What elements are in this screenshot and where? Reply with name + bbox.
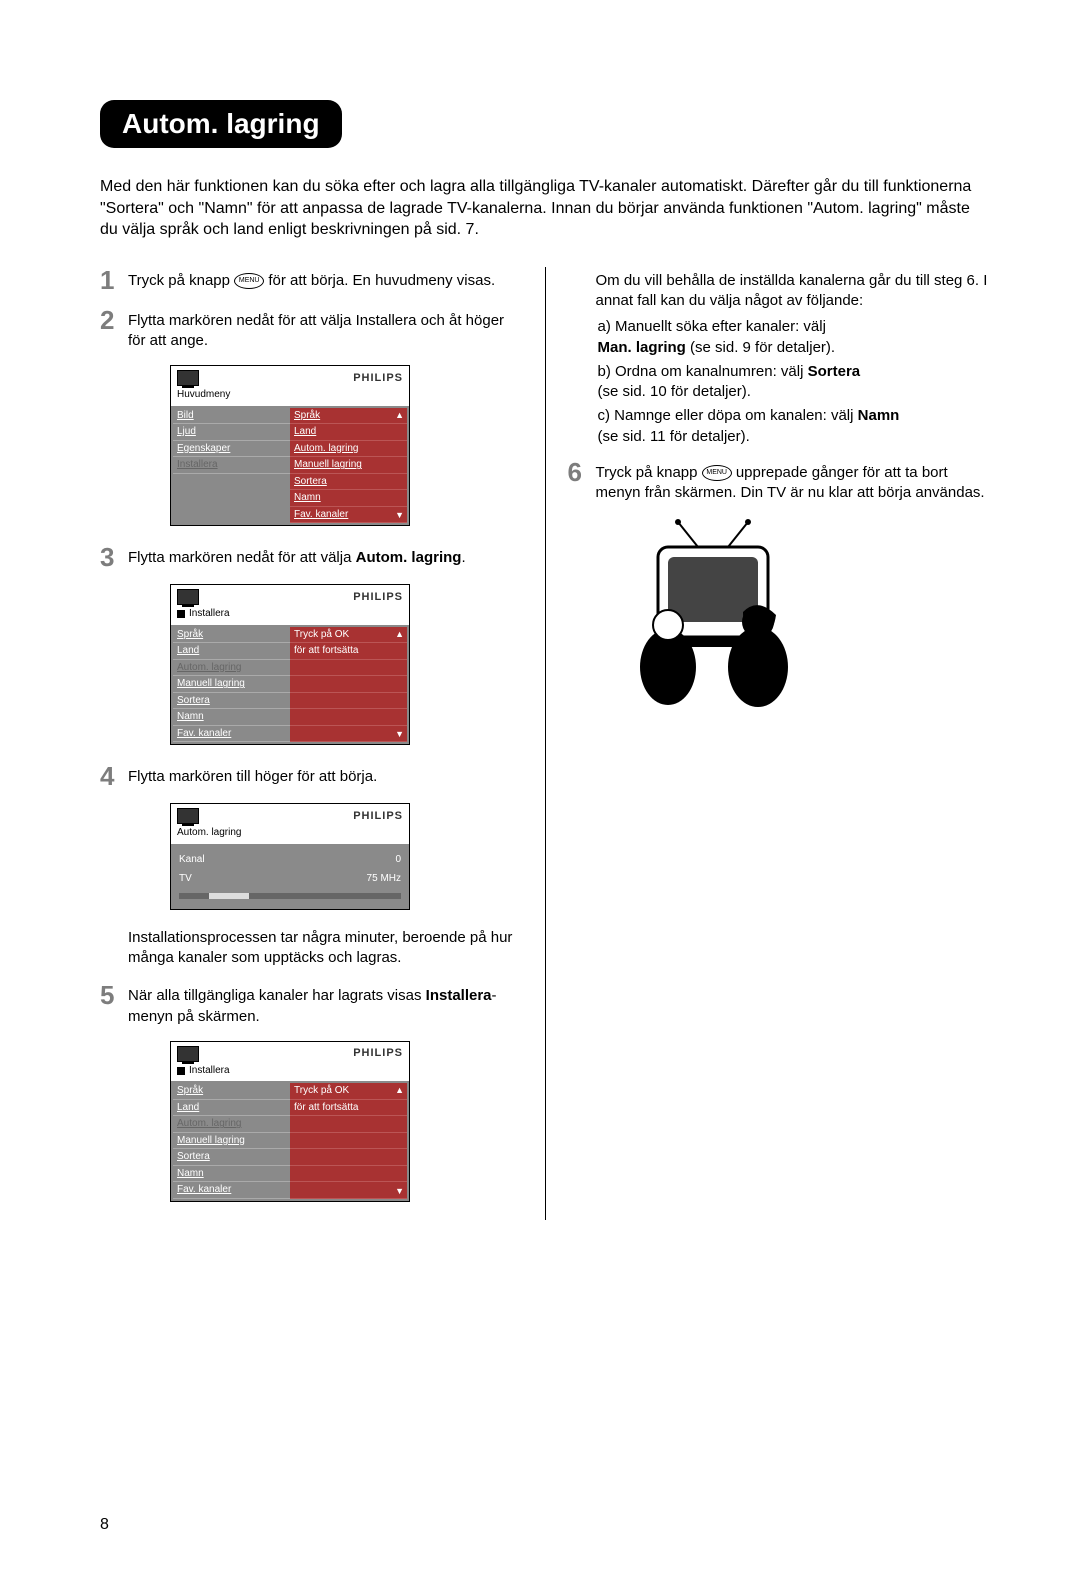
step-text: När alla tillgängliga kanaler har lagrat… xyxy=(128,987,426,1004)
screenshot-autom-lagring: PHILIPS Autom. lagring Kanal 0 TV 75 MHz xyxy=(170,803,410,910)
step-text: Installationsprocessen tar några minuter… xyxy=(128,928,523,969)
step-text: Tryck på knapp xyxy=(596,464,702,481)
screenshot-installera-1: PHILIPS Installera SpråkTryck på OK▲Land… xyxy=(170,584,410,745)
opt-c-bold: Namn xyxy=(858,407,900,424)
opt-b-bold: Sortera xyxy=(808,363,861,380)
step-3: 3 Flytta markören nedåt för att välja Au… xyxy=(100,544,523,570)
prog-label: Kanal xyxy=(179,853,205,867)
step-number: 1 xyxy=(100,267,128,293)
step-number: 2 xyxy=(100,307,128,352)
progress-bar xyxy=(179,893,401,899)
left-column: 1 Tryck på knapp MENU för att börja. En … xyxy=(100,267,546,1220)
step-text-bold: Autom. lagring xyxy=(356,549,462,566)
opt-b: b) Ordna om kanalnumren: välj xyxy=(598,363,808,380)
menu-crumb: Autom. lagring xyxy=(177,826,241,840)
option-list: a) Manuellt söka efter kanaler: välj Man… xyxy=(568,317,991,447)
menu-button-icon: MENU xyxy=(234,273,264,289)
opt-a-bold: Man. lagring xyxy=(598,339,686,356)
opt-a-tail: (se sid. 9 för detaljer). xyxy=(686,339,835,356)
menu-button-icon: MENU xyxy=(702,465,732,481)
menu-crumb: Huvudmeny xyxy=(177,388,230,402)
tv-icon xyxy=(177,808,199,824)
menu-crumb: Installera xyxy=(189,1064,230,1078)
step-text: Flytta markören till höger för att börja… xyxy=(128,763,523,789)
step-2: 2 Flytta markören nedåt för att välja In… xyxy=(100,307,523,352)
brand-label: PHILIPS xyxy=(353,371,403,386)
right-intro: Om du vill behålla de inställda kanalern… xyxy=(596,271,991,312)
step-text: för att börja. En huvudmeny visas. xyxy=(268,272,495,289)
tv-illustration xyxy=(608,517,991,723)
step-6: 6 Tryck på knapp MENU upprepade gånger f… xyxy=(568,459,991,504)
tv-icon xyxy=(177,1046,199,1062)
step-4: 4 Flytta markören till höger för att bör… xyxy=(100,763,523,789)
step-number: 5 xyxy=(100,982,128,1027)
opt-a: a) Manuellt söka efter kanaler: välj xyxy=(598,318,826,335)
opt-c: c) Namnge eller döpa om kanalen: välj xyxy=(598,407,858,424)
screenshot-huvudmeny: PHILIPS Huvudmeny BildSpråk▲LjudLandEgen… xyxy=(170,365,410,526)
crumb-icon xyxy=(177,610,185,618)
opt-c-tail: (se sid. 11 för detaljer). xyxy=(598,428,750,445)
step-number: 3 xyxy=(100,544,128,570)
crumb-icon xyxy=(177,1067,185,1075)
tv-icon xyxy=(177,589,199,605)
two-column-layout: 1 Tryck på knapp MENU för att börja. En … xyxy=(100,267,990,1220)
step-number: 4 xyxy=(100,763,128,789)
step-text: Flytta markören nedåt för att välja xyxy=(128,549,356,566)
brand-label: PHILIPS xyxy=(353,809,403,824)
right-column: Om du vill behålla de inställda kanalern… xyxy=(546,267,991,1220)
opt-b-tail: (se sid. 10 för detaljer). xyxy=(598,383,751,400)
page-number: 8 xyxy=(100,1516,109,1534)
page-title: Autom. lagring xyxy=(100,100,342,148)
step-text: . xyxy=(461,549,465,566)
step-number: 6 xyxy=(568,459,596,504)
tv-icon xyxy=(177,370,199,386)
brand-label: PHILIPS xyxy=(353,590,403,605)
step-text: Flytta markören nedåt för att välja Inst… xyxy=(128,307,523,352)
step-text-bold: Installera xyxy=(426,987,492,1004)
step-text: Tryck på knapp xyxy=(128,272,234,289)
screenshot-installera-2: PHILIPS Installera SpråkTryck på OK▲Land… xyxy=(170,1041,410,1202)
prog-value: 0 xyxy=(395,853,401,867)
menu-crumb: Installera xyxy=(189,607,230,621)
step-5: 5 När alla tillgängliga kanaler har lagr… xyxy=(100,982,523,1027)
prog-label: TV xyxy=(179,872,192,886)
prog-value: 75 MHz xyxy=(367,872,401,886)
brand-label: PHILIPS xyxy=(353,1046,403,1061)
step-1: 1 Tryck på knapp MENU för att börja. En … xyxy=(100,267,523,293)
intro-text: Med den här funktionen kan du söka efter… xyxy=(100,176,990,241)
